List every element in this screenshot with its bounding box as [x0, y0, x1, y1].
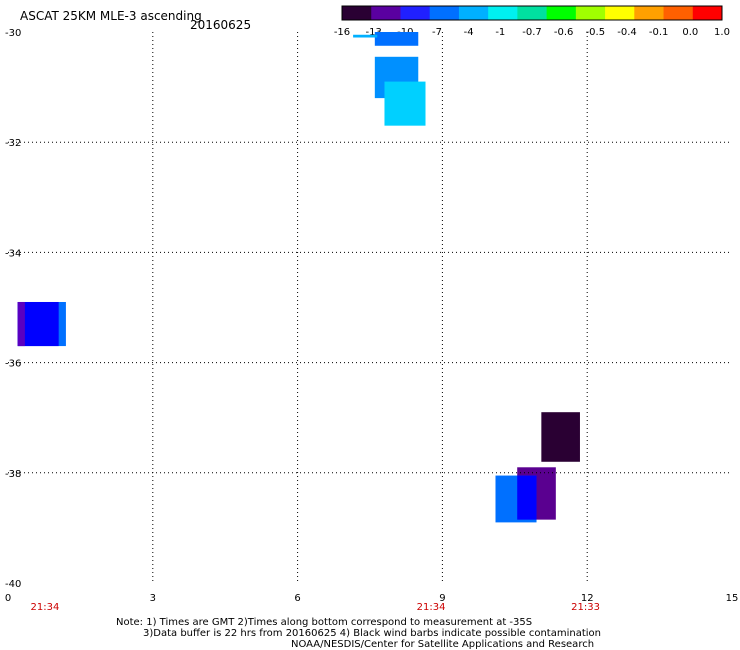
colorbar-label-6: -0.7 [522, 27, 542, 38]
colorbar-swatch-9 [605, 6, 635, 20]
y-tick-label-3: -36 [5, 359, 21, 370]
time-labels: 21:34 21:34 21:33 [31, 602, 600, 613]
colorbar-swatch-5 [488, 6, 518, 20]
colorbar-label-3: -7 [432, 27, 442, 38]
colorbar-swatch-4 [458, 6, 489, 20]
data-cell-7 [541, 412, 580, 462]
x-tick-label-0: 0 [5, 593, 11, 604]
colorbar-swatch-6 [517, 6, 548, 20]
chart-date: 20160625 [190, 18, 251, 32]
note-line-2: 3)Data buffer is 22 hrs from 20160625 4)… [143, 628, 601, 639]
y-tick-label-1: -32 [5, 138, 21, 149]
note-line-3: NOAA/NESDIS/Center for Satellite Applica… [291, 639, 594, 650]
colorbar-swatch-0 [342, 6, 372, 20]
colorbar-label-5: -1 [495, 27, 505, 38]
data-cell-1 [353, 34, 378, 38]
chart-title: ASCAT 25KM MLE-3 ascending [20, 9, 202, 23]
time-label-1: 21:34 [417, 602, 446, 613]
y-tick-label-2: -34 [5, 248, 21, 259]
colorbar-label-11: 0.0 [682, 27, 698, 38]
time-label-0: 21:34 [31, 602, 60, 613]
data-cell-6 [17, 301, 25, 347]
colorbar: -16-13-10-7-4-1-0.7-0.6-0.5-0.4-0.10.01.… [334, 5, 730, 38]
colorbar-label-12: 1.0 [714, 27, 730, 38]
colorbar-label-7: -0.6 [554, 27, 574, 38]
axis-ticks: 0 3 6 9 12 15 -30 -32 -34 -36 -38 -40 [5, 28, 739, 604]
y-tick-label-4: -38 [5, 469, 21, 480]
colorbar-label-10: -0.1 [649, 27, 669, 38]
colorbar-frame [341, 5, 723, 21]
note-line-1: Note: 1) Times are GMT 2)Times along bot… [116, 617, 532, 628]
colorbar-swatch-1 [371, 6, 401, 20]
x-tick-label-4: 12 [581, 593, 594, 604]
time-label-2: 21:33 [571, 602, 600, 613]
y-tick-label-0: -30 [5, 28, 21, 39]
x-tick-label-3: 9 [439, 593, 445, 604]
colorbar-swatch-10 [634, 6, 665, 20]
colorbar-swatch-7 [546, 6, 577, 20]
y-tick-label-5: -40 [5, 579, 21, 590]
data-cell-3 [384, 81, 426, 126]
x-tick-label-5: 15 [726, 593, 739, 604]
data-cell-0 [374, 32, 419, 46]
colorbar-label-1: -13 [365, 27, 381, 38]
colorbar-swatch-2 [400, 6, 431, 20]
colorbar-label-8: -0.5 [586, 27, 606, 38]
colorbar-swatch-12 [692, 6, 723, 20]
colorbar-swatch-11 [663, 6, 694, 20]
x-tick-label-2: 6 [294, 593, 300, 604]
data-cell-10 [517, 475, 537, 520]
colorbar-swatch-8 [575, 6, 606, 20]
grid-lines [8, 32, 732, 583]
data-cells [17, 32, 580, 523]
x-tick-label-1: 3 [150, 593, 156, 604]
colorbar-swatch-3 [429, 6, 460, 20]
colorbar-label-9: -0.4 [617, 27, 637, 38]
colorbar-label-4: -4 [464, 27, 474, 38]
colorbar-label-0: -16 [334, 27, 350, 38]
